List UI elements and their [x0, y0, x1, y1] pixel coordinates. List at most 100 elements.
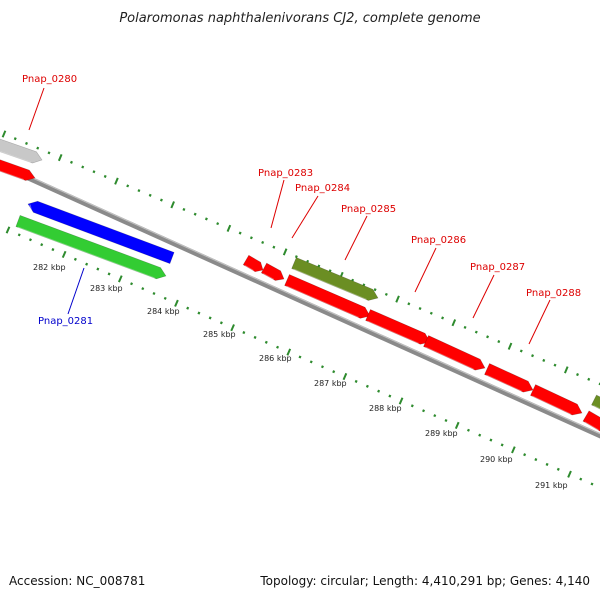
scale-label: 286 kbp	[259, 354, 292, 363]
tick-mark	[219, 321, 223, 325]
gene-arrow-body	[0, 159, 36, 181]
gene-arrow-highlight	[244, 265, 254, 272]
tick-mark	[107, 272, 111, 276]
tick-mark	[365, 384, 369, 388]
tick-mark	[451, 319, 457, 327]
tick-mark	[114, 177, 119, 185]
gene-label[interactable]: Pnap_0284	[295, 183, 350, 194]
gene-arrow-body	[530, 384, 583, 416]
tick-mark	[126, 184, 130, 188]
outer-tick-track	[1, 130, 600, 386]
tick-mark	[523, 453, 527, 457]
gene-arrow-body	[15, 214, 167, 280]
gene-label[interactable]: Pnap_0288	[526, 288, 581, 299]
gene-arrow[interactable]	[15, 214, 167, 280]
gene-arrow-highlight	[0, 170, 24, 181]
gene-arrow[interactable]	[260, 262, 285, 281]
gene-labels: Pnap_0280 Pnap_0281 Pnap_0283 Pnap_0284 …	[22, 74, 581, 327]
gene-arrow-body	[284, 274, 371, 319]
tick-mark	[25, 141, 28, 145]
gene-arrow[interactable]	[27, 200, 175, 265]
tick-mark	[489, 438, 493, 442]
gene-arrow[interactable]	[365, 309, 431, 345]
tick-mark	[567, 470, 572, 478]
gene-arrow[interactable]	[0, 136, 43, 164]
tick-mark	[422, 409, 426, 413]
tick-mark	[454, 421, 460, 429]
gene-arrow[interactable]	[291, 257, 379, 301]
gene-label[interactable]: Pnap_0286	[411, 235, 466, 246]
tick-mark	[418, 306, 422, 311]
gene-arrow[interactable]	[423, 335, 486, 371]
gene-arrow-highlight	[286, 285, 359, 319]
tick-mark	[486, 335, 490, 339]
tick-mark	[57, 153, 63, 162]
scale-label: 284 kbp	[147, 307, 180, 316]
gene-arrow-body	[591, 394, 600, 410]
gene-label[interactable]: Pnap_0283	[258, 168, 313, 179]
tick-mark	[507, 342, 513, 350]
tick-mark	[130, 282, 134, 286]
tick-mark	[309, 360, 313, 364]
gene-arrow[interactable]	[582, 410, 600, 432]
tick-mark	[373, 288, 377, 292]
tick-mark	[298, 355, 302, 359]
tick-mark	[208, 316, 212, 320]
tick-mark	[264, 340, 268, 344]
tick-mark	[61, 250, 67, 259]
tick-mark	[463, 325, 467, 329]
gene-label[interactable]: Pnap_0287	[470, 262, 525, 273]
leader-line	[270, 179, 285, 229]
tick-mark	[1, 130, 7, 138]
tick-mark	[478, 433, 482, 437]
gene-arrow-highlight	[17, 226, 155, 279]
scale-label: 291 kbp	[535, 481, 568, 490]
tick-mark	[332, 370, 336, 374]
tick-mark	[242, 331, 246, 335]
gene-label[interactable]: Pnap_0281	[38, 316, 93, 327]
gene-arrow[interactable]	[591, 394, 600, 410]
gene-arrow-body	[260, 262, 285, 281]
label-leader-lines	[28, 87, 551, 345]
tick-mark	[170, 201, 175, 209]
gene-arrow[interactable]	[484, 363, 534, 393]
tick-mark	[407, 302, 411, 306]
tick-mark	[253, 335, 257, 340]
gene-arrow[interactable]	[0, 157, 36, 181]
tick-mark	[590, 482, 594, 486]
gene-label[interactable]: Pnap_0285	[341, 204, 396, 215]
tick-mark	[444, 418, 448, 423]
tick-mark	[13, 137, 17, 141]
tick-mark	[534, 458, 538, 462]
gene-arrow-body	[291, 257, 379, 301]
leader-line	[528, 299, 551, 345]
leader-line	[344, 215, 368, 261]
tick-mark	[384, 292, 388, 296]
tick-mark	[433, 414, 437, 418]
scale-label: 290 kbp	[480, 455, 513, 464]
tick-mark	[141, 287, 145, 291]
tick-mark	[276, 345, 280, 349]
tick-mark	[73, 257, 77, 261]
scale-label: 285 kbp	[203, 330, 236, 339]
gene-arrow[interactable]	[284, 274, 371, 319]
gene-label[interactable]: Pnap_0280	[22, 74, 77, 85]
tick-mark	[230, 324, 235, 332]
tick-mark	[466, 428, 470, 432]
gene-arrow-highlight	[262, 273, 274, 281]
gene-arrow-body	[582, 410, 600, 432]
tick-mark	[159, 198, 163, 202]
tick-mark	[272, 245, 276, 249]
gene-arrow-highlight	[425, 346, 474, 370]
tick-mark	[69, 160, 73, 164]
gene-arrow[interactable]	[530, 384, 583, 416]
tick-mark	[474, 330, 478, 334]
gene-arrow-highlight	[29, 204, 33, 212]
leader-line	[472, 274, 495, 319]
tick-mark	[286, 348, 292, 356]
tick-mark	[531, 354, 535, 358]
gene-arrow[interactable]	[242, 254, 264, 273]
genome-backbone	[0, 162, 600, 439]
inner-tick-track	[5, 226, 594, 486]
